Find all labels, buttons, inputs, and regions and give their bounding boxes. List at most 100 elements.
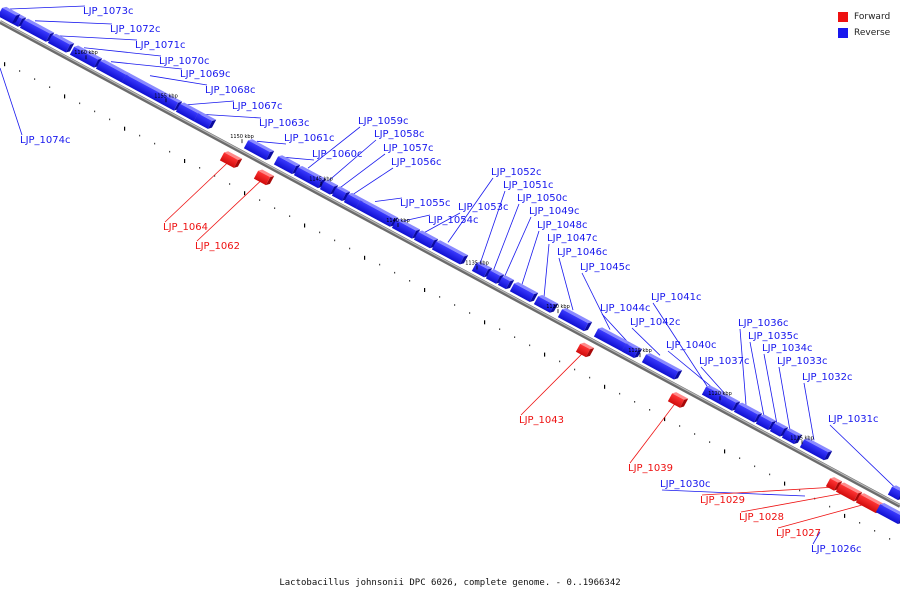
gene-block-body: [319, 181, 335, 195]
leader-line: [447, 177, 494, 243]
gene-label-ljp-1030c[interactable]: LJP_1030c: [660, 479, 711, 490]
gene-label-ljp-1039[interactable]: LJP_1039: [628, 463, 673, 474]
gene-label-ljp-1063c[interactable]: LJP_1063c: [259, 118, 310, 129]
gene-label-ljp-1048c[interactable]: LJP_1048c: [537, 220, 588, 231]
gene-label-ljp-1041c[interactable]: LJP_1041c: [651, 292, 702, 303]
gene-block-ljp-1059c[interactable]: [293, 165, 327, 190]
gene-label-ljp-1054c[interactable]: LJP_1054c: [428, 215, 479, 226]
gene-block-top: [336, 186, 351, 194]
gene-label-ljp-1071c[interactable]: LJP_1071c: [135, 40, 186, 51]
gene-label-ljp-1068c[interactable]: LJP_1068c: [205, 85, 256, 96]
gene-block-ljp-1050c[interactable]: [485, 268, 505, 285]
gene-label-ljp-1074c[interactable]: LJP_1074c: [20, 135, 71, 146]
gene-block-top: [418, 230, 439, 241]
gene-label-ljp-1037c[interactable]: LJP_1037c: [699, 356, 750, 367]
gene-label-ljp-1060c[interactable]: LJP_1060c: [312, 149, 363, 160]
gene-label-ljp-1070c[interactable]: LJP_1070c: [159, 56, 210, 67]
gene-block-ljp-1072c[interactable]: [19, 17, 55, 43]
gene-label-ljp-1064[interactable]: LJP_1064: [163, 222, 208, 233]
gene-block-ljp-1049c[interactable]: [497, 274, 515, 290]
gene-label-ljp-1026c[interactable]: LJP_1026c: [811, 544, 862, 555]
gene-label-ljp-1034c[interactable]: LJP_1034c: [762, 343, 813, 354]
gene-block-ljp-1061c[interactable]: [243, 138, 275, 162]
gene-block-side: [265, 175, 275, 186]
gene-label-ljp-1036c[interactable]: LJP_1036c: [738, 318, 789, 329]
gene-label-ljp-1067c[interactable]: LJP_1067c: [232, 101, 283, 112]
ruler-dot: [694, 433, 696, 435]
ruler-dot: [679, 425, 681, 427]
gene-block-ljp-1036c[interactable]: [733, 401, 763, 424]
ruler-dot: [514, 336, 516, 338]
gene-label-ljp-1040c[interactable]: LJP_1040c: [666, 340, 717, 351]
gene-label-ljp-1069c[interactable]: LJP_1069c: [180, 69, 231, 80]
leader-line: [777, 503, 869, 529]
gene-label-ljp-1058c[interactable]: LJP_1058c: [374, 129, 425, 140]
gene-block-ljp-1071c[interactable]: [47, 32, 75, 54]
gene-label-ljp-1046c[interactable]: LJP_1046c: [557, 247, 608, 258]
gene-block-ljp-1060c[interactable]: [273, 154, 301, 176]
gene-label-ljp-1029[interactable]: LJP_1029: [700, 495, 745, 506]
gene-block-body: [733, 403, 759, 423]
gene-label-ljp-1033c[interactable]: LJP_1033c: [777, 356, 828, 367]
gene-block-ljp-1062[interactable]: [253, 168, 275, 186]
ruler-dot: [829, 505, 831, 508]
gene-block-ljp-1055c[interactable]: [355, 198, 399, 228]
gene-label-ljp-1052c[interactable]: LJP_1052c: [491, 167, 542, 178]
gene-label-ljp-1062[interactable]: LJP_1062: [195, 241, 240, 252]
gene-block-body: [121, 74, 179, 111]
gene-label-ljp-1044c[interactable]: LJP_1044c: [600, 303, 651, 314]
ruler-dot: [319, 231, 321, 234]
gene-block-ljp-1051c[interactable]: [471, 260, 493, 278]
gene-label-ljp-1056c[interactable]: LJP_1056c: [391, 157, 442, 168]
gene-block-ljp-1047c[interactable]: [533, 294, 559, 315]
gene-block-ljp-1052c[interactable]: [431, 239, 469, 266]
ruler-dot: [244, 191, 246, 196]
gene-label-ljp-1031c[interactable]: LJP_1031c: [828, 414, 879, 425]
gene-block-ljp-1043[interactable]: [575, 341, 595, 358]
gene-label-ljp-1035c[interactable]: LJP_1035c: [748, 331, 799, 342]
gene-label-ljp-1028[interactable]: LJP_1028: [739, 512, 784, 523]
gene-label-ljp-1073c[interactable]: LJP_1073c: [83, 6, 134, 17]
gene-label-ljp-1049c[interactable]: LJP_1049c: [529, 206, 580, 217]
gene-label-ljp-1032c[interactable]: LJP_1032c: [802, 372, 853, 383]
gene-block-ljp-1037c[interactable]: [719, 394, 741, 412]
gene-block-top: [224, 151, 243, 160]
gene-label-ljp-1050c[interactable]: LJP_1050c: [517, 193, 568, 204]
gene-block-top: [278, 155, 301, 167]
gene-label-ljp-1061c[interactable]: LJP_1061c: [284, 133, 335, 144]
leader-line: [543, 243, 550, 298]
gene-label-ljp-1055c[interactable]: LJP_1055c: [400, 198, 451, 209]
gene-block-ljp-1048c[interactable]: [509, 281, 539, 304]
gene-block-ljp-1068c[interactable]: [121, 72, 183, 112]
gene-block-ljp-1029[interactable]: [825, 476, 843, 492]
gene-block-body: [893, 489, 900, 500]
gene-label-ljp-1059c[interactable]: LJP_1059c: [358, 116, 409, 127]
gene-block-ljp-1070c[interactable]: [69, 44, 103, 69]
gene-block-ljp-1057c[interactable]: [331, 185, 351, 202]
gene-label-ljp-1057c[interactable]: LJP_1057c: [383, 143, 434, 154]
gene-block-ljp-1039[interactable]: [667, 391, 689, 409]
gene-block-ljp-1035c[interactable]: [755, 413, 777, 431]
gene-label-ljp-1053c[interactable]: LJP_1053c: [458, 202, 509, 213]
gene-block-ljp-1064[interactable]: [219, 150, 243, 170]
gene-label-ljp-1042c[interactable]: LJP_1042c: [630, 317, 681, 328]
gene-label-ljp-1051c[interactable]: LJP_1051c: [503, 180, 554, 191]
gene-block-ljp-1046c[interactable]: [557, 307, 593, 333]
gene-block-ljp-1074c[interactable]: [0, 5, 21, 25]
gene-block-top: [724, 395, 741, 403]
ruler-dot: [409, 280, 411, 282]
scale-tick-label: 1115 kbp: [790, 435, 814, 441]
gene-label-ljp-1043[interactable]: LJP_1043: [519, 415, 564, 426]
gene-label-ljp-1027[interactable]: LJP_1027: [776, 528, 821, 539]
gene-block-side: [341, 191, 351, 201]
gene-block-ljp-1053c[interactable]: [413, 229, 439, 250]
gene-label-ljp-1072c[interactable]: LJP_1072c: [110, 24, 161, 35]
gene-block-ljp-1042c[interactable]: [641, 352, 683, 381]
gene-block-ljp-1044c[interactable]: [621, 341, 643, 359]
gene-label-ljp-1047c[interactable]: LJP_1047c: [547, 233, 598, 244]
gene-label-ljp-1045c[interactable]: LJP_1045c: [580, 262, 631, 273]
gene-block-ljp-1063c[interactable]: [193, 111, 217, 131]
ruler-dot: [214, 175, 216, 177]
gene-block-ljp-1032c[interactable]: [799, 437, 833, 462]
gene-block-ljp-1033c[interactable]: [781, 427, 803, 445]
